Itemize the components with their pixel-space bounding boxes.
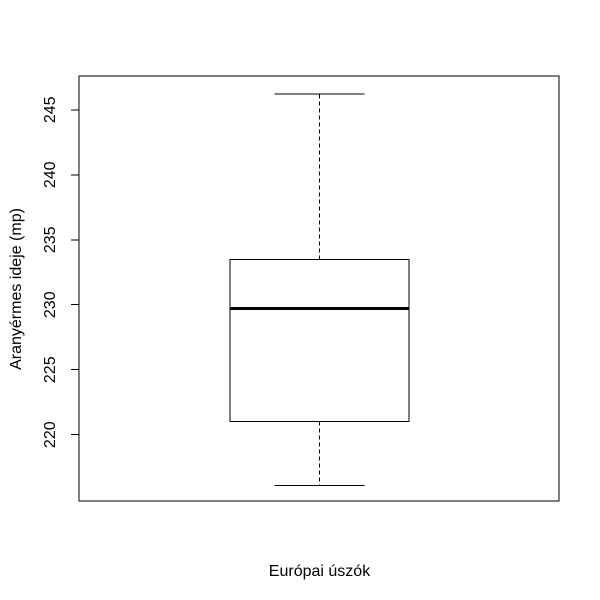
y-tick-label: 225 [42,356,59,383]
boxplot-glyph [229,93,410,486]
y-tick-label: 235 [42,226,59,253]
iqr-box [229,258,410,423]
plot-area-border [78,75,560,502]
y-tick-label: 230 [42,291,59,318]
y-tick-label: 220 [42,421,59,448]
y-axis: 220 225 230 235 240 245 [42,96,79,448]
x-axis-label: Európai úszók [269,563,371,580]
y-tick-label: 245 [42,96,59,123]
y-tick-label: 240 [42,161,59,188]
y-axis-label: Aranyérmes ideje (mp) [8,208,25,370]
